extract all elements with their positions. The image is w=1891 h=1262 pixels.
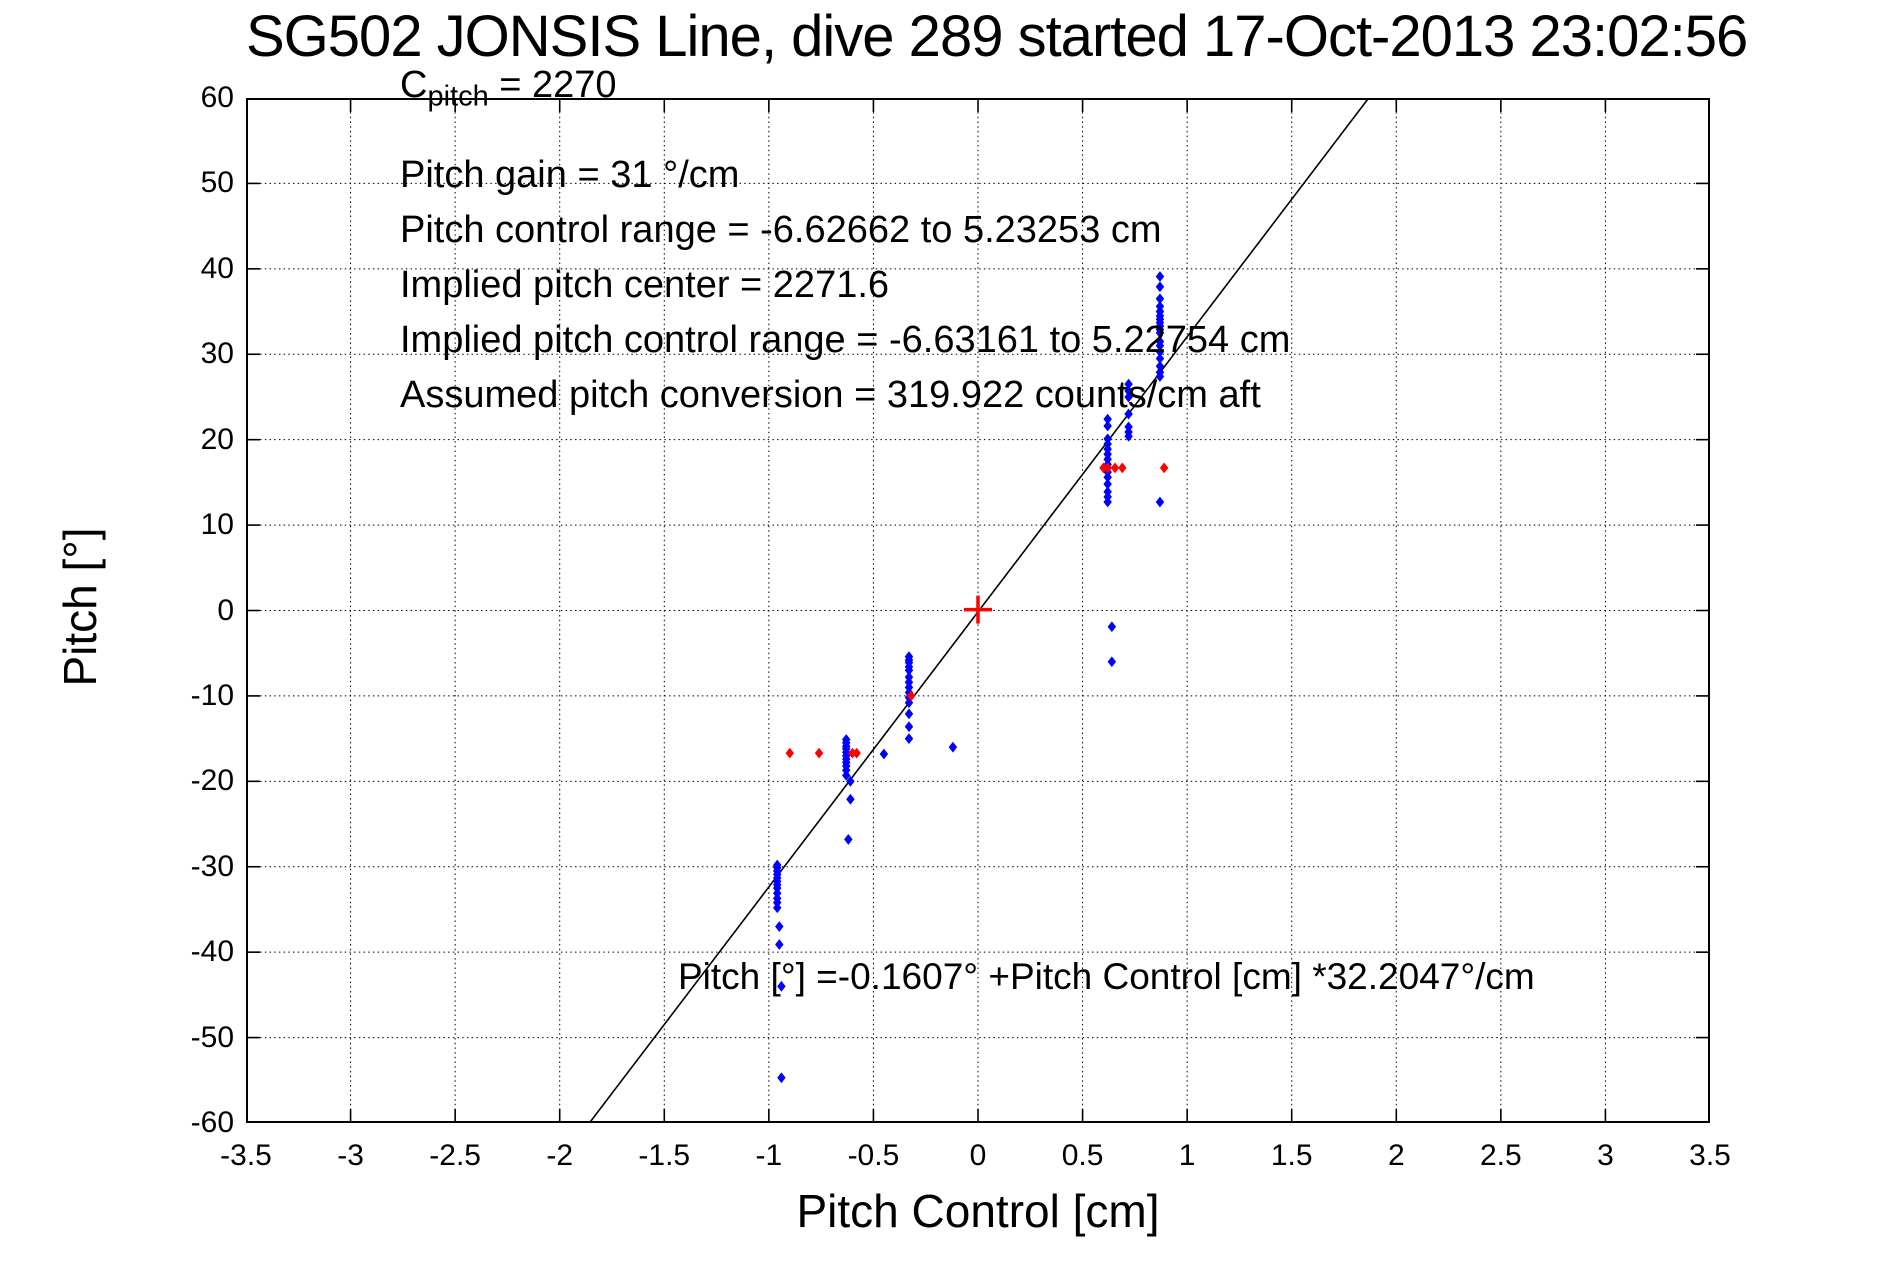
series-implied-center-marker [964, 595, 992, 624]
annotation-c-subscript: pitch [427, 80, 489, 113]
axes-frame [246, 98, 1710, 1123]
annotation-pitch-control-range: Pitch control range = -6.62662 to 5.2325… [400, 209, 1162, 251]
y-tick-label: 0 [217, 593, 234, 627]
annotation-c-base: C [400, 64, 428, 106]
y-tick-label: 10 [200, 508, 234, 542]
x-tick-label: 3 [1597, 1139, 1614, 1172]
y-tick-label: -20 [190, 764, 234, 798]
x-tick-label: -3.5 [220, 1139, 272, 1172]
y-tick-label: 60 [200, 81, 234, 114]
chart-title: SG502 JONSIS Line, dive 289 started 17-O… [246, 4, 1748, 69]
y-tick-label: -60 [190, 1106, 234, 1139]
x-tick-label: 1 [1178, 1139, 1196, 1172]
y-tick-label: -40 [190, 935, 234, 969]
annotation-assumed-pitch-conversion: Assumed pitch conversion = 319.922 count… [400, 374, 1261, 416]
y-tick-label: 30 [200, 337, 234, 371]
series-flagged-observations [785, 462, 1169, 759]
x-tick-label: 1.5 [1270, 1139, 1313, 1172]
annotation-implied-pitch-center: Implied pitch center = 2271.6 [400, 264, 890, 306]
y-tick-label: -30 [190, 849, 234, 883]
annotation-c-value: = 2270 [488, 64, 617, 106]
x-tick-label: -1.5 [638, 1139, 691, 1172]
x-axis-label: Pitch Control [cm] [796, 1185, 1160, 1237]
y-tick-label: 20 [200, 422, 234, 456]
x-tick-label: 0.5 [1061, 1139, 1104, 1172]
x-tick-label: -3 [337, 1139, 364, 1172]
y-tick-label: 40 [200, 251, 234, 285]
x-tick-label: -2.5 [429, 1139, 481, 1172]
annotation-pitch-gain: Pitch gain = 31 °/cm [400, 154, 740, 196]
x-tick-label: 3.5 [1689, 1139, 1731, 1172]
plot-area [246, 98, 1710, 1123]
y-tick-label: -10 [190, 678, 234, 712]
y-tick-label: 50 [200, 166, 234, 200]
x-tick-label: -2 [546, 1139, 574, 1172]
x-tick-label: 2.5 [1479, 1139, 1522, 1172]
annotation-c-pitch: Cpitch = 2270 [400, 64, 617, 111]
x-tick-label: -1 [755, 1139, 783, 1172]
x-tick-label: 2 [1387, 1139, 1405, 1172]
x-tick-label: 0 [969, 1139, 987, 1172]
annotation-implied-pitch-control-range: Implied pitch control range = -6.63161 t… [400, 319, 1291, 361]
y-tick-label: -50 [190, 1020, 234, 1054]
x-tick-label: -0.5 [847, 1139, 900, 1172]
axis-ticks [246, 98, 1710, 1123]
y-axis-label: Pitch [°] [54, 527, 106, 687]
fit-equation-text: Pitch [°] =-0.1607° +Pitch Control [cm] … [678, 956, 1535, 997]
